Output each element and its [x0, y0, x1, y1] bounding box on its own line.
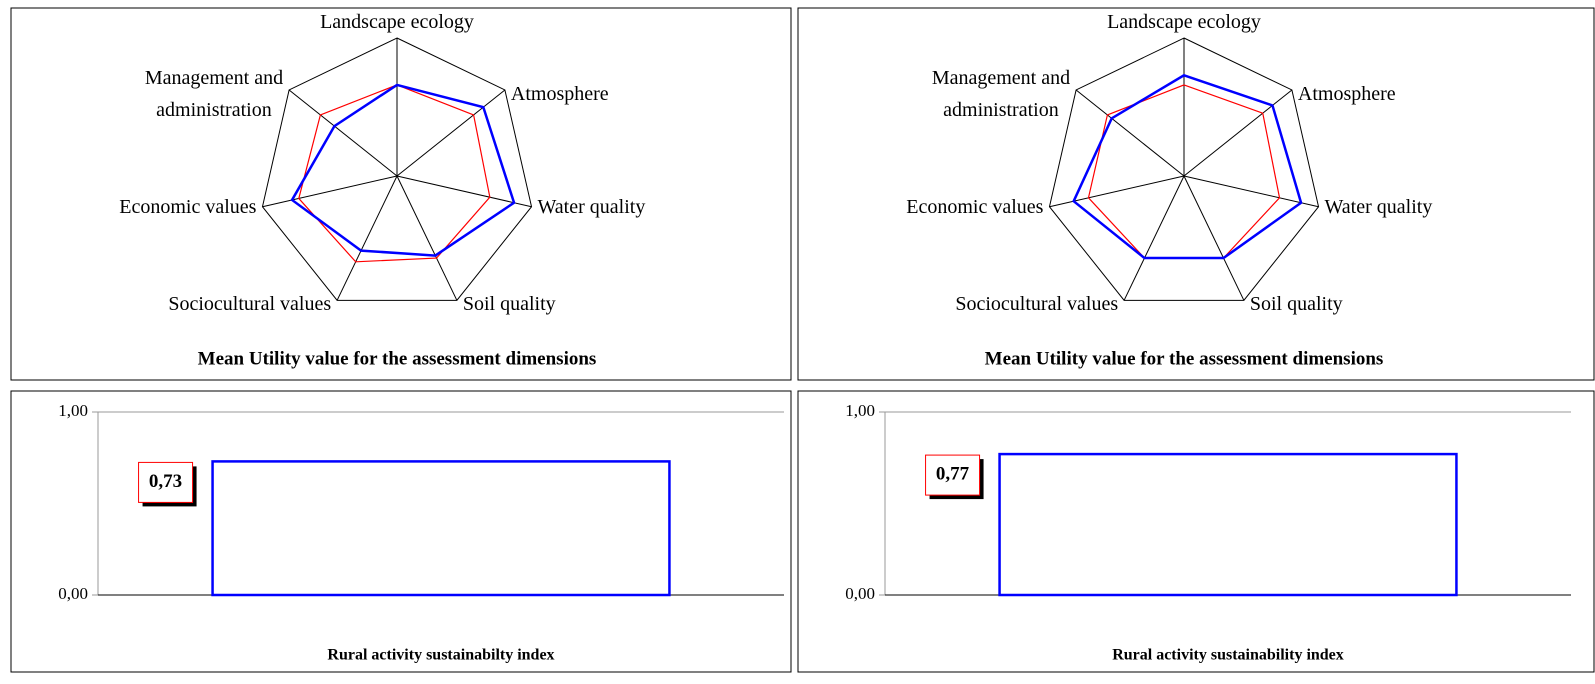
- panel-frame: [10, 7, 792, 381]
- category-label: Atmosphere: [510, 82, 609, 105]
- radar-spoke: [336, 175, 398, 301]
- y-tick-label: 1,00: [58, 401, 88, 420]
- y-tick-label: 1,00: [845, 401, 875, 420]
- category-label: Soil quality: [1249, 293, 1343, 316]
- radar-spoke: [396, 175, 532, 208]
- radar-spoke: [1049, 175, 1185, 208]
- panel-frame: [10, 390, 792, 673]
- bar: [998, 452, 1458, 597]
- value-label-box: [925, 454, 981, 496]
- category-label: Sociocultural values: [955, 293, 1119, 316]
- radar-frame: [261, 37, 533, 301]
- category-label: Management and administration: [144, 66, 284, 121]
- category-label: Water quality: [537, 195, 646, 218]
- value-label: 0,77: [936, 463, 970, 484]
- category-label: Economic values: [119, 195, 257, 218]
- radar-spoke: [396, 175, 458, 301]
- radar-spoke: [1183, 89, 1293, 177]
- category-label: Soil quality: [462, 293, 556, 316]
- radar-series: [298, 84, 491, 263]
- category-label: Atmosphere: [1297, 82, 1396, 105]
- value-label-box: [138, 461, 194, 503]
- category-label: Landscape ecology: [1107, 11, 1261, 33]
- y-tick-label: 0,00: [58, 584, 88, 603]
- category-label: Landscape ecology: [320, 11, 474, 33]
- radar-spoke: [1183, 175, 1245, 301]
- radar-frame: [1048, 37, 1320, 301]
- category-label: Water quality: [1324, 195, 1433, 218]
- radar-spoke: [288, 89, 398, 177]
- radar-spoke: [1123, 175, 1185, 301]
- panel-frame: [797, 390, 1595, 673]
- chart-title: Mean Utility value for the assessment di…: [198, 348, 597, 369]
- value-label: 0,73: [149, 471, 182, 492]
- y-tick-label: 0,00: [845, 584, 875, 603]
- category-label: Sociocultural values: [168, 293, 332, 316]
- chart-title: Rural activity sustainability index: [1112, 647, 1344, 664]
- radar-spoke: [1075, 89, 1185, 177]
- chart-title: Rural activity sustainabilty index: [327, 647, 554, 664]
- chart-title: Mean Utility value for the assessment di…: [985, 348, 1384, 369]
- category-label: Management and administration: [931, 66, 1071, 121]
- bar: [211, 460, 671, 597]
- panel-frame: [797, 7, 1595, 381]
- radar-spoke: [262, 175, 398, 208]
- radar-spoke: [1183, 175, 1319, 208]
- radar-spoke: [396, 89, 506, 177]
- radar-series: [290, 83, 516, 257]
- radar-series: [1072, 73, 1303, 260]
- category-label: Economic values: [906, 195, 1044, 218]
